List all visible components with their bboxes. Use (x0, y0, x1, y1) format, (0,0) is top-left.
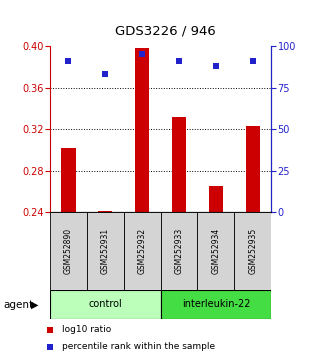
Text: GSM252935: GSM252935 (249, 228, 258, 274)
Text: percentile rank within the sample: percentile rank within the sample (62, 342, 215, 351)
Bar (171, 117, 186, 212)
Bar (98, 211, 113, 212)
Point (250, 58, 256, 64)
Bar (123, 212, 161, 290)
Point (213, 63, 218, 69)
Bar (61, 148, 75, 212)
Point (139, 51, 145, 57)
Text: GSM252932: GSM252932 (138, 228, 147, 274)
Text: agent: agent (3, 300, 33, 310)
Text: control: control (88, 299, 122, 309)
Bar (234, 212, 271, 290)
Bar (50, 290, 161, 319)
Text: GSM252931: GSM252931 (101, 228, 110, 274)
Bar (209, 187, 223, 212)
Point (48, 344, 53, 349)
Bar (198, 212, 234, 290)
Point (176, 58, 182, 64)
Text: GSM252934: GSM252934 (212, 228, 220, 274)
Bar (161, 290, 271, 319)
Text: ▶: ▶ (31, 300, 38, 310)
Point (102, 72, 108, 77)
Bar (87, 212, 123, 290)
Text: log10 ratio: log10 ratio (62, 325, 111, 334)
Bar (50, 212, 87, 290)
Text: GSM252890: GSM252890 (64, 228, 72, 274)
Text: interleukin-22: interleukin-22 (182, 299, 250, 309)
Point (48, 327, 53, 333)
Bar (161, 212, 198, 290)
Text: GDS3226 / 946: GDS3226 / 946 (115, 24, 216, 37)
Text: GSM252933: GSM252933 (174, 228, 183, 274)
Bar (246, 126, 260, 212)
Bar (135, 48, 150, 212)
Point (66, 58, 71, 64)
